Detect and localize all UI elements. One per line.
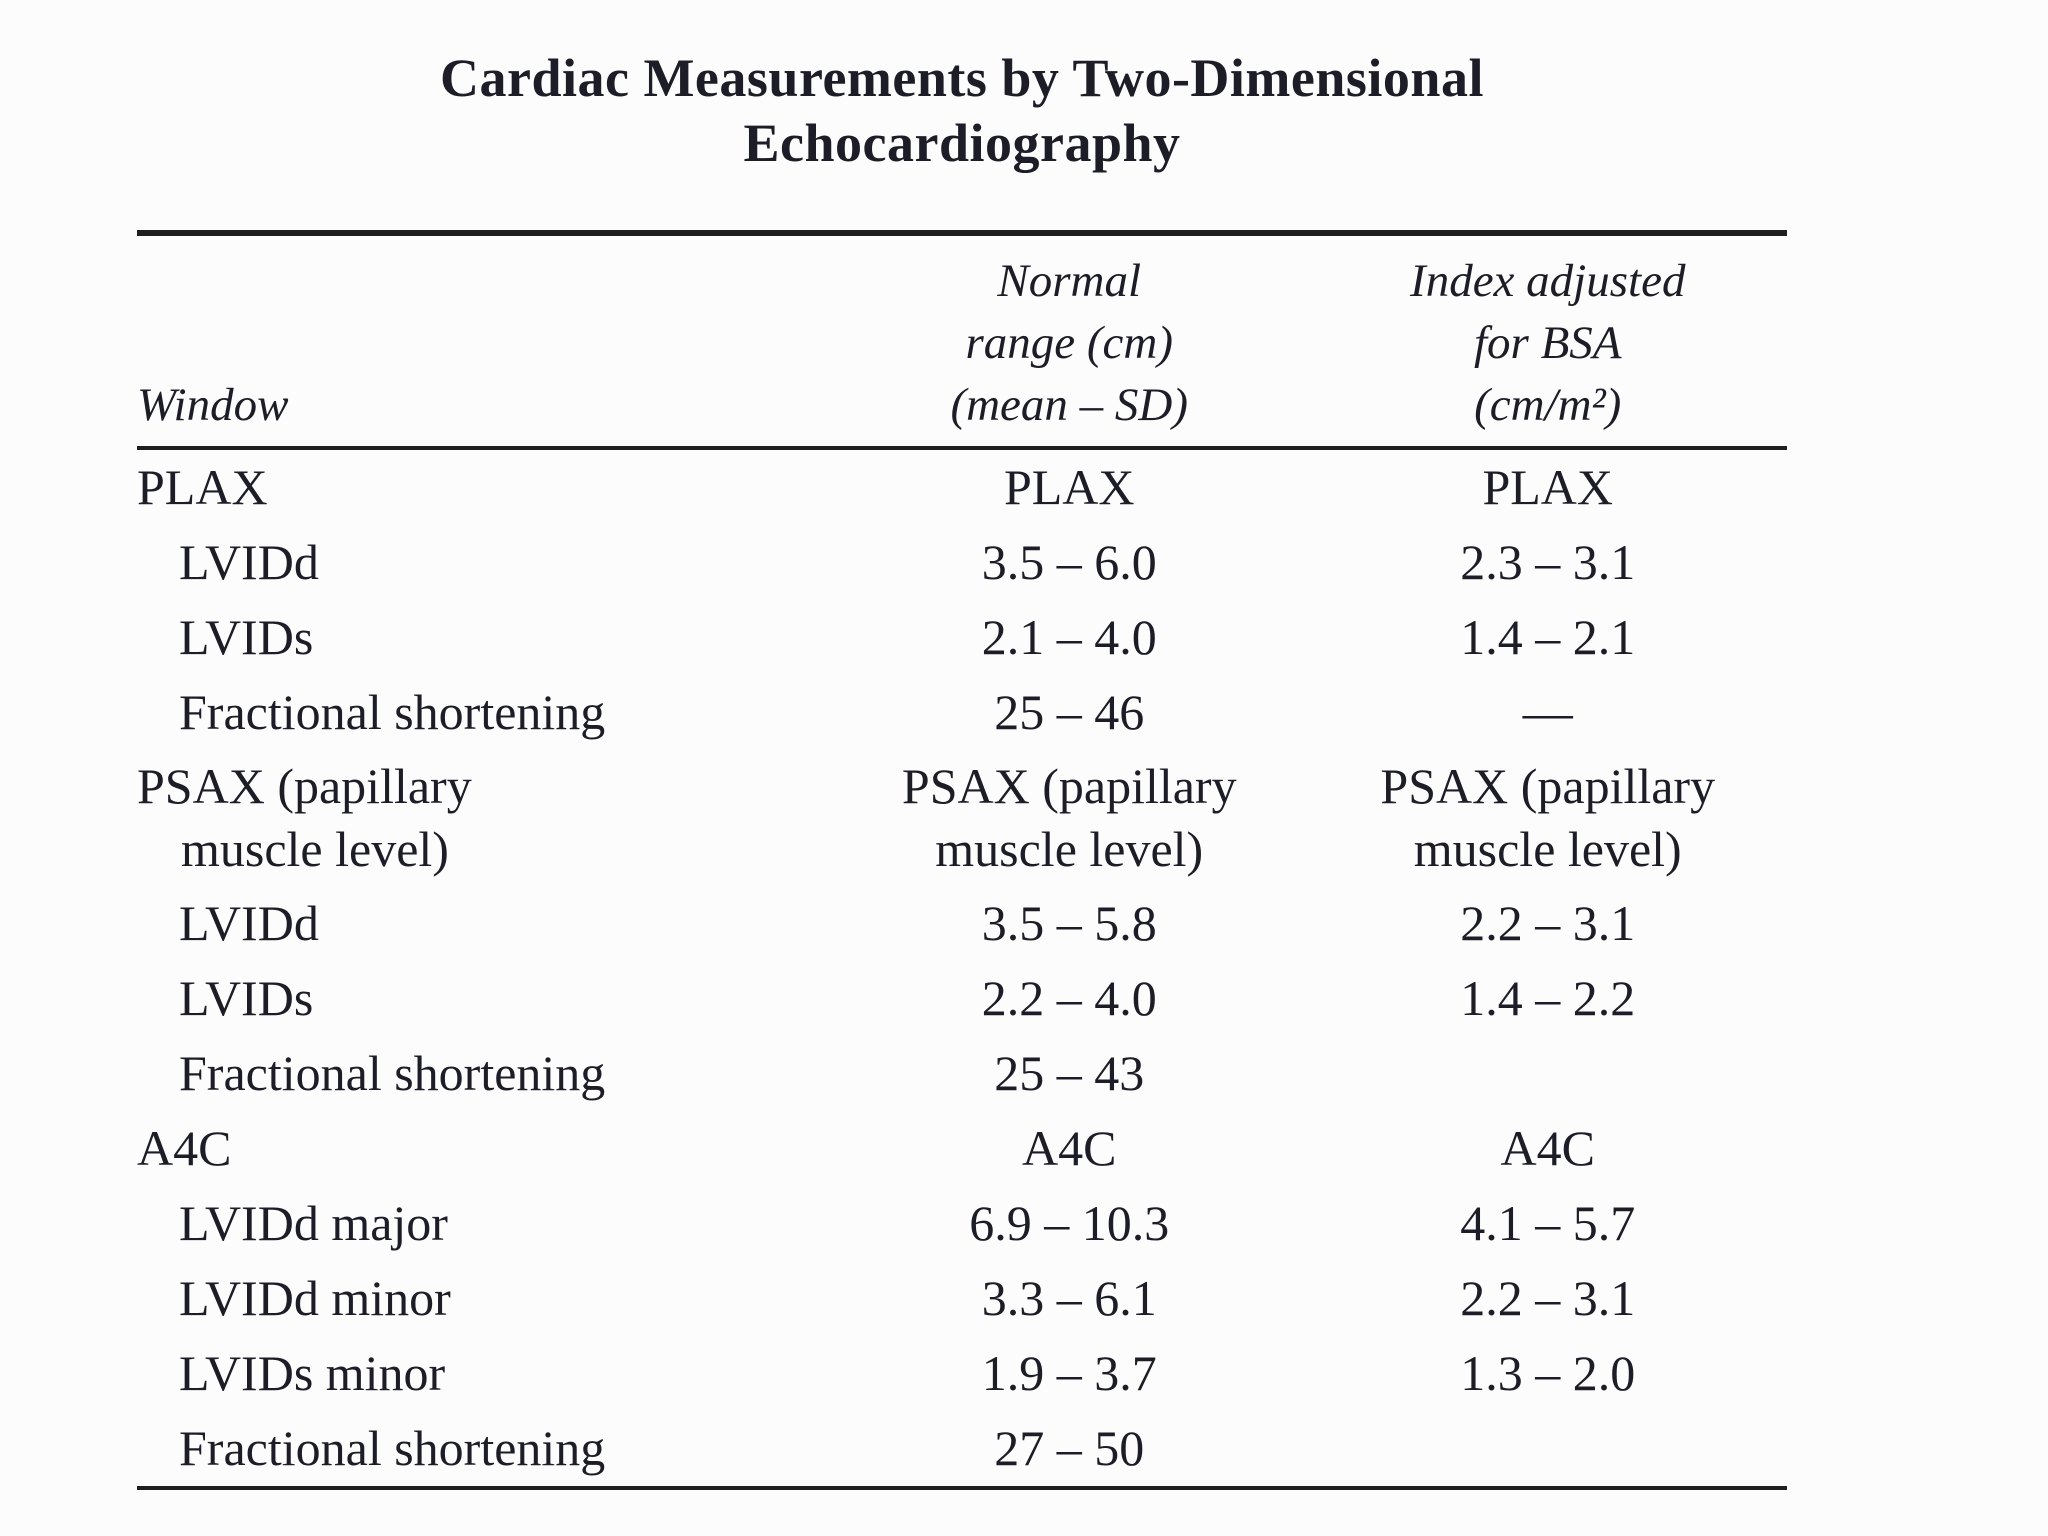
cell-window: PSAX (papillary muscle level) [137,755,830,880]
cell-window: LVIDd minor [179,1269,451,1326]
cell-window: LVIDs [179,969,314,1026]
table-top-rule [137,229,1787,236]
header-normal-line-3: (mean – SD) [950,378,1189,431]
table-row-a4c-lvidd-minor: LVIDd minor 3.3 – 6.1 2.2 – 3.1 [137,1261,1787,1336]
cell-normal-range: 3.3 – 6.1 [981,1269,1157,1326]
cell-index-bsa: 1.4 – 2.1 [1460,608,1636,665]
table-header-row: Window Normal range (cm) (mean – SD) Ind… [137,236,1787,446]
psax-index-line-2: muscle level) [1413,820,1682,877]
table-row-a4c-lvidd-major: LVIDd major 6.9 – 10.3 4.1 – 5.7 [137,1186,1787,1261]
section-row-plax: PLAX PLAX PLAX [137,450,1787,525]
cell-normal-range: A4C [1022,1119,1117,1176]
cell-window: LVIDd [179,894,319,951]
cell-index-bsa: PLAX [1482,458,1614,515]
header-normal-line-2: range (cm) [965,316,1173,369]
header-normal-line-1: Normal [997,254,1142,307]
cell-index-bsa: 2.2 – 3.1 [1460,1269,1636,1326]
cell-normal-range: 3.5 – 5.8 [981,894,1157,951]
table-title-line-1: Cardiac Measurements by Two-Dimensional [440,48,1484,108]
column-header-window: Window [137,374,830,436]
cell-normal-range: PLAX [1003,458,1135,515]
cell-normal-range: 2.2 – 4.0 [981,969,1157,1026]
echo-measurements-table: Cardiac Measurements by Two-Dimensional … [137,0,1787,1490]
cell-window: Fractional shortening [179,683,606,740]
table-title: Cardiac Measurements by Two-Dimensional … [137,46,1787,176]
cell-index-bsa: 2.3 – 3.1 [1460,533,1636,590]
table-row-a4c-lvids-minor: LVIDs minor 1.9 – 3.7 1.3 – 2.0 [137,1336,1787,1411]
table-title-line-2: Echocardiography [743,112,1181,173]
table-row-a4c-fractional-shortening: Fractional shortening 27 – 50 [137,1411,1787,1486]
psax-window-line-2: muscle level) [181,820,449,877]
table-row-psax-fractional-shortening: Fractional shortening 25 – 43 [137,1036,1787,1111]
cell-normal-range: 2.1 – 4.0 [981,608,1157,665]
cell-window: LVIDs minor [179,1344,446,1401]
psax-index-line-1: PSAX (papillary [1380,758,1716,815]
cell-normal-range: 6.9 – 10.3 [969,1194,1170,1251]
cell-index-bsa: 1.3 – 2.0 [1460,1344,1636,1401]
cell-normal-range: 27 – 50 [994,1419,1145,1476]
cell-index-bsa: PSAX (papillary muscle level) [1309,755,1788,880]
cell-index-bsa: 2.2 – 3.1 [1460,894,1636,951]
cell-window: LVIDs [179,608,314,665]
table-row-plax-lvids: LVIDs 2.1 – 4.0 1.4 – 2.1 [137,600,1787,675]
table-bottom-rule [137,1485,1787,1490]
cell-normal-range: 3.5 – 6.0 [981,533,1157,590]
psax-normal-line-1: PSAX (papillary [901,758,1237,815]
cell-index-bsa: 4.1 – 5.7 [1460,1194,1636,1251]
cell-window: Fractional shortening [179,1419,606,1476]
table-row-plax-fractional-shortening: Fractional shortening 25 – 46 — [137,675,1787,750]
cell-window: LVIDd [179,533,319,590]
section-row-psax: PSAX (papillary muscle level) PSAX (papi… [137,750,1787,886]
table-row-psax-lvidd: LVIDd 3.5 – 5.8 2.2 – 3.1 [137,886,1787,961]
cell-window: PLAX [137,458,268,515]
cell-normal-range: 25 – 43 [994,1044,1145,1101]
cell-window: Fractional shortening [179,1044,606,1101]
psax-window-line-1: PSAX (papillary [137,758,472,815]
cell-index-bsa: — [1522,683,1573,740]
cell-normal-range: 25 – 46 [994,683,1145,740]
cell-index-bsa: 1.4 – 2.2 [1460,969,1636,1026]
cell-window: A4C [137,1119,232,1176]
psax-normal-line-2: muscle level) [935,820,1204,877]
cell-index-bsa: A4C [1500,1119,1595,1176]
cell-normal-range: 1.9 – 3.7 [981,1344,1157,1401]
header-window-label: Window [137,378,289,431]
cell-normal-range: PSAX (papillary muscle level) [830,755,1309,880]
table-header-rule [137,445,1787,450]
column-header-index-bsa: Index adjusted for BSA (cm/m²) [1309,250,1788,436]
header-index-line-3: (cm/m²) [1474,378,1622,431]
table-row-plax-lvidd: LVIDd 3.5 – 6.0 2.3 – 3.1 [137,525,1787,600]
header-index-line-1: Index adjusted [1410,254,1686,307]
header-index-line-2: for BSA [1473,316,1622,369]
section-row-a4c: A4C A4C A4C [137,1111,1787,1186]
column-header-normal-range: Normal range (cm) (mean – SD) [830,250,1309,436]
cell-window: LVIDd major [179,1194,448,1251]
table-row-psax-lvids: LVIDs 2.2 – 4.0 1.4 – 2.2 [137,961,1787,1036]
